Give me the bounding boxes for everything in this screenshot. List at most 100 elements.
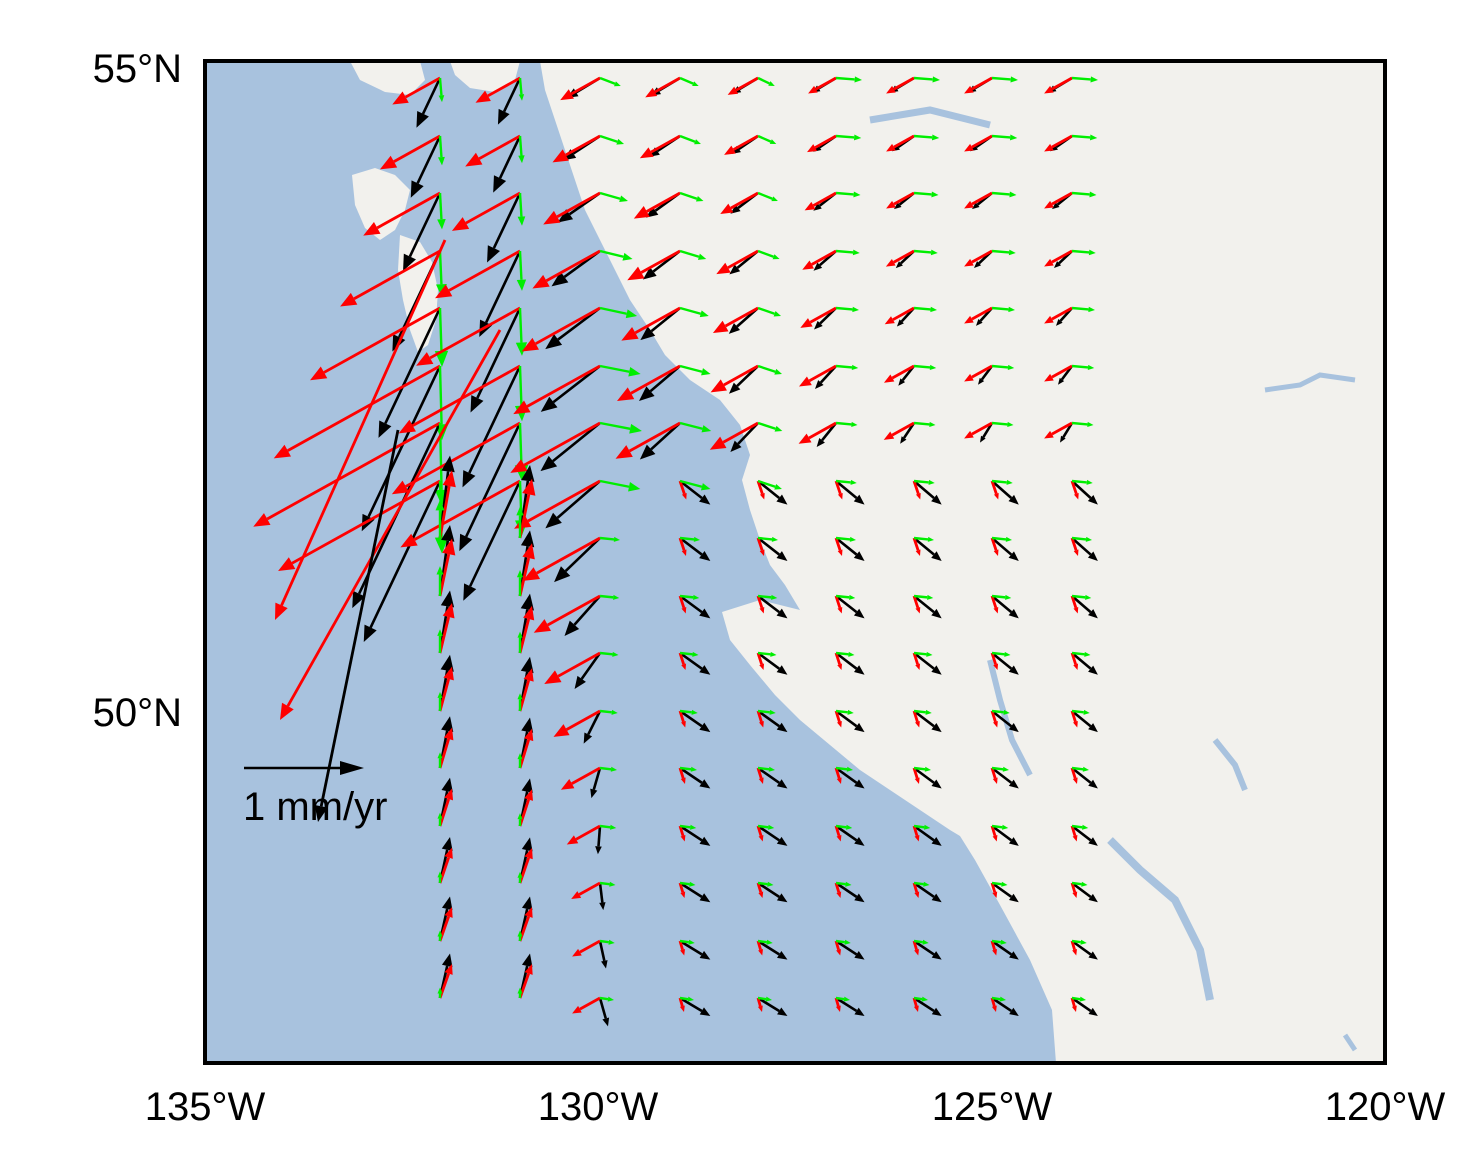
velocity-arrow-green-shaft bbox=[679, 306, 702, 315]
velocity-arrow-black-head bbox=[896, 319, 904, 327]
velocity-arrow-green-head bbox=[849, 594, 856, 600]
velocity-arrow-red-head bbox=[915, 663, 921, 670]
velocity-arrow-black-head bbox=[441, 455, 455, 473]
velocity-arrow-black-shaft bbox=[592, 767, 602, 791]
velocity-arrow-green-shaft bbox=[599, 479, 630, 488]
velocity-arrow-green-shaft bbox=[835, 709, 848, 714]
velocity-arrow-black-head bbox=[1008, 723, 1019, 733]
velocity-arrow-green-shaft bbox=[757, 881, 768, 886]
velocity-arrow-green-shaft bbox=[913, 594, 928, 599]
velocity-arrow-green-shaft bbox=[599, 824, 611, 829]
velocity-arrow-black-head bbox=[441, 896, 453, 911]
velocity-arrow-red-shaft bbox=[526, 364, 601, 408]
velocity-arrow-red-head bbox=[544, 670, 562, 684]
velocity-arrow-green-head bbox=[1007, 364, 1015, 371]
velocity-arrow-green-head bbox=[1089, 191, 1097, 198]
velocity-arrow-black-shaft bbox=[991, 595, 1013, 614]
velocity-arrow-green-head bbox=[517, 753, 523, 760]
velocity-arrow-green-shaft bbox=[679, 881, 690, 886]
velocity-arrow-green-head bbox=[437, 987, 443, 994]
velocity-arrow-red-head bbox=[615, 445, 633, 459]
velocity-arrow-green-shaft bbox=[599, 881, 610, 886]
velocity-arrow-black-shaft bbox=[757, 536, 781, 556]
velocity-arrow-black-shaft bbox=[991, 537, 1013, 556]
velocity-arrow-red-head bbox=[275, 602, 288, 620]
velocity-arrow-green-head bbox=[768, 766, 775, 772]
velocity-arrow-green-head bbox=[616, 138, 625, 145]
velocity-arrow-red-shaft bbox=[545, 249, 601, 283]
velocity-arrow-black-head bbox=[974, 261, 982, 269]
velocity-arrow-green-head bbox=[1000, 939, 1007, 945]
velocity-arrow-green-shaft bbox=[757, 421, 776, 430]
velocity-arrow-black-head bbox=[853, 494, 865, 505]
velocity-arrow-red-head bbox=[993, 493, 999, 500]
velocity-arrow-red-head bbox=[802, 260, 814, 270]
velocity-arrow-red-shaft bbox=[438, 678, 450, 712]
velocity-arrow-red-shaft bbox=[353, 249, 441, 300]
velocity-arrow-black-head bbox=[777, 950, 788, 960]
velocity-arrow-black-head bbox=[639, 444, 656, 460]
velocity-arrow-red-shaft bbox=[1070, 595, 1078, 609]
velocity-arrow-green-head bbox=[1087, 364, 1095, 371]
velocity-arrow-green-shaft bbox=[991, 709, 1004, 714]
velocity-arrow-black-shaft bbox=[552, 421, 601, 463]
velocity-arrow-green-shaft bbox=[679, 824, 691, 829]
velocity-arrow-black-head bbox=[728, 323, 741, 334]
velocity-arrow-black-head bbox=[931, 951, 942, 960]
velocity-arrow-black-shaft bbox=[835, 996, 858, 1013]
velocity-arrow-green-head bbox=[437, 691, 443, 698]
velocity-arrow-red-head bbox=[513, 400, 531, 415]
velocity-arrow-red-head bbox=[712, 320, 729, 334]
velocity-arrow-green-head bbox=[434, 537, 449, 554]
velocity-arrow-red-shaft bbox=[634, 306, 681, 335]
velocity-arrow-red-shaft bbox=[393, 134, 441, 163]
velocity-arrow-red-shaft bbox=[1051, 134, 1073, 149]
velocity-arrow-red-head bbox=[914, 835, 920, 842]
velocity-arrow-green-head bbox=[923, 824, 931, 830]
velocity-arrow-black-head bbox=[520, 656, 534, 674]
velocity-arrow-green-head bbox=[924, 766, 931, 772]
velocity-arrow-red-head bbox=[1073, 549, 1079, 556]
velocity-arrow-green-head bbox=[774, 368, 783, 375]
velocity-arrow-black-shaft bbox=[416, 135, 442, 184]
velocity-arrow-black-head bbox=[776, 665, 788, 675]
velocity-arrow-black-shaft bbox=[468, 365, 522, 474]
velocity-arrow-green-shaft bbox=[835, 651, 849, 656]
velocity-arrow-black-head bbox=[699, 1007, 711, 1016]
velocity-arrow-green-shaft bbox=[679, 191, 698, 200]
velocity-arrow-green-shaft bbox=[1071, 766, 1084, 771]
velocity-arrow-black-head bbox=[1008, 665, 1019, 675]
velocity-arrow-green-shaft bbox=[679, 134, 696, 143]
velocity-arrow-green-head bbox=[774, 425, 783, 432]
velocity-arrow-green-shaft bbox=[757, 824, 769, 829]
velocity-arrow-green-head bbox=[701, 425, 712, 433]
velocity-arrow-green-head bbox=[767, 881, 774, 887]
velocity-arrow-black-head bbox=[441, 525, 455, 542]
velocity-arrow-red-shaft bbox=[518, 494, 531, 539]
velocity-arrow-red-head bbox=[522, 478, 536, 496]
velocity-arrow-red-shaft bbox=[286, 329, 502, 707]
velocity-arrow-red-shaft bbox=[518, 857, 530, 884]
velocity-arrow-green-shaft bbox=[1071, 134, 1091, 139]
velocity-arrow-green-head bbox=[1079, 996, 1086, 1002]
velocity-arrow-red-shaft bbox=[730, 191, 759, 210]
velocity-arrow-red-head bbox=[442, 470, 456, 488]
velocity-arrow-green-head bbox=[517, 930, 523, 937]
velocity-arrow-red-shaft bbox=[438, 973, 450, 999]
velocity-arrow-green-shaft bbox=[835, 191, 854, 196]
velocity-arrow-red-head bbox=[572, 948, 582, 957]
velocity-arrow-red-head bbox=[720, 203, 734, 214]
velocity-arrow-red-head bbox=[475, 90, 491, 103]
velocity-arrow-red-head bbox=[913, 1005, 919, 1012]
velocity-arrow-red-head bbox=[837, 607, 843, 614]
velocity-arrow-green-head bbox=[1088, 249, 1096, 256]
velocity-arrow-red-shaft bbox=[518, 973, 530, 999]
velocity-arrow-green-shaft bbox=[1071, 996, 1081, 1001]
velocity-arrow-green-head bbox=[930, 306, 937, 313]
velocity-arrow-black-shaft bbox=[757, 651, 780, 670]
velocity-arrow-green-shaft bbox=[599, 536, 615, 541]
velocity-arrow-red-shaft bbox=[438, 485, 451, 539]
velocity-arrow-green-head bbox=[613, 536, 620, 542]
velocity-arrow-black-shaft bbox=[498, 135, 522, 179]
velocity-arrow-green-head bbox=[437, 218, 446, 230]
